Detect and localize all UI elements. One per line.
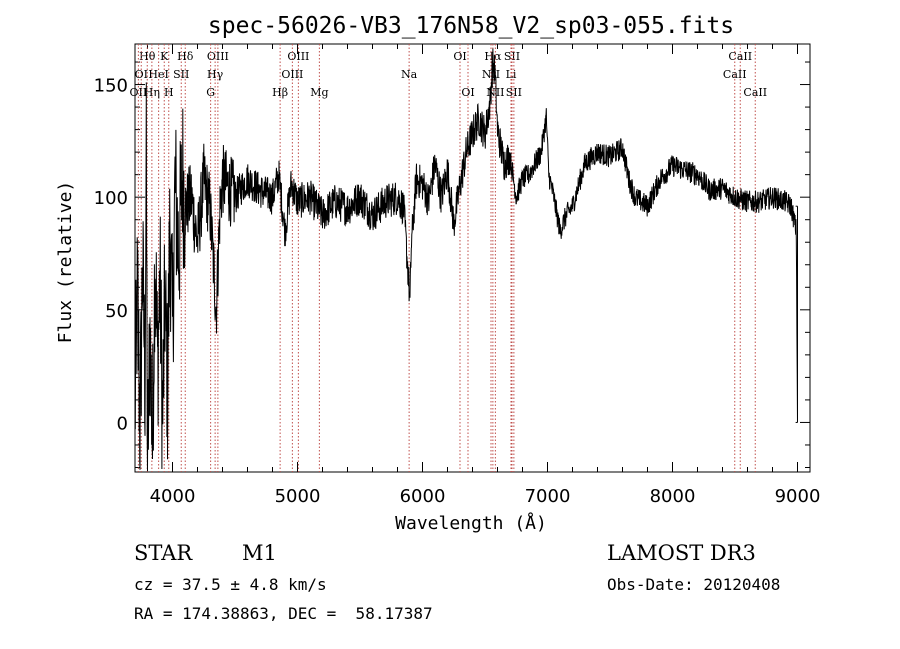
line-marker-label: CaII (723, 68, 747, 81)
line-marker-label: HeI (148, 68, 168, 81)
line-marker-label: OI (461, 86, 474, 99)
line-marker-label: NII (482, 68, 500, 81)
line-marker-label: NII (486, 86, 504, 99)
y-tick-label: 0 (117, 413, 128, 434)
line-markers: Hθ OI OII K HeI Hη H Hδ SII OIII Hγ G OIII OIII Hβ Mg Na… (130, 44, 767, 472)
x-tick-label: 4000 (150, 486, 196, 507)
line-marker-label: K (160, 50, 169, 63)
line-marker-label: Na (401, 68, 418, 81)
line-marker-label: SII (506, 86, 522, 99)
plot-frame (134, 43, 811, 473)
y-tick-label: 150 (94, 76, 128, 97)
x-tick-label: 5000 (275, 486, 321, 507)
survey-name: LAMOST DR3 (607, 541, 756, 565)
line-marker-label: Hθ (139, 50, 156, 63)
y-tick-label: 100 (94, 188, 128, 209)
line-marker-label: Li (506, 68, 517, 81)
object-class: STAR (134, 541, 193, 565)
x-axis-label: Wavelength (Å) (395, 512, 547, 534)
line-marker-label: Hβ (272, 86, 288, 99)
line-marker-label: Hγ (207, 68, 224, 81)
line-marker-label: SII (173, 68, 189, 81)
object-subclass: M1 (242, 541, 277, 565)
line-marker-label: OII (130, 86, 148, 99)
line-marker-label: H (164, 86, 174, 99)
line-marker-label: SII (504, 50, 520, 63)
spectrum-line (134, 48, 798, 470)
redshift-cz: cz = 37.5 ± 4.8 km/s (134, 575, 327, 594)
y-tick-label: 50 (105, 301, 128, 322)
line-marker-label: OI (453, 50, 466, 63)
line-marker-label: OI (135, 68, 148, 81)
line-marker-label: Mg (310, 86, 328, 99)
line-marker-label: OIII (281, 68, 303, 81)
axes-layer: 4000 5000 6000 7000 8000 9000 0 50 100 150 (94, 43, 821, 507)
x-tick-label: 6000 (400, 486, 446, 507)
x-tick-label: 7000 (525, 486, 571, 507)
x-tick-label: 8000 (650, 486, 696, 507)
line-marker-label: Hδ (177, 50, 194, 63)
series-layer (134, 48, 798, 470)
x-tick-label: 9000 (775, 486, 821, 507)
ra-dec: RA = 174.38863, DEC = 58.17387 (134, 604, 433, 623)
y-axis-label: Flux (relative) (55, 181, 76, 344)
chart-title: spec-56026-VB3_176N58_V2_sp03-055.fits (208, 13, 734, 39)
line-marker-label: G (206, 86, 215, 99)
line-marker-label: CaII (728, 50, 752, 63)
line-marker-label: Hη (144, 86, 160, 99)
observation-date: Obs-Date: 20120408 (607, 575, 781, 594)
line-marker-label: CaII (743, 86, 767, 99)
line-marker-label: OIII (287, 50, 309, 63)
line-marker-label: OIII (207, 50, 229, 63)
